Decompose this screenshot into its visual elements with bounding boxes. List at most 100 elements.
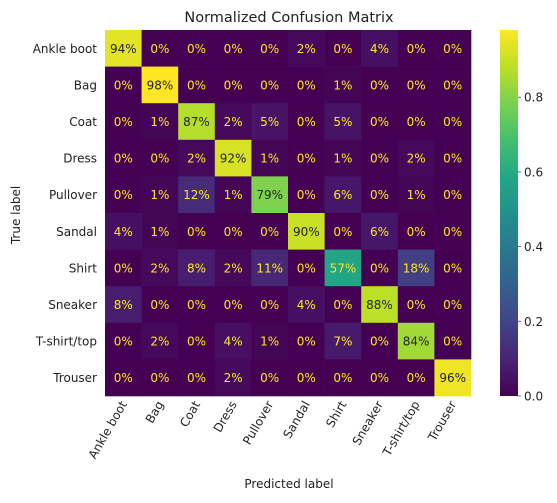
- cell-value-label: 2%: [224, 115, 243, 129]
- cell-value-label: 0%: [370, 152, 389, 166]
- chart-title: Normalized Confusion Matrix: [184, 10, 394, 26]
- cell-value-label: 0%: [370, 115, 389, 129]
- cell-value-label: 6%: [333, 188, 352, 202]
- cell-value-label: 0%: [114, 335, 133, 349]
- cell-value-label: 0%: [187, 371, 206, 385]
- cell-value-label: 0%: [114, 261, 133, 275]
- colorbar-tick-label: 0.6: [524, 165, 543, 179]
- cell-value-label: 1%: [333, 152, 352, 166]
- cell-value-label: 0%: [443, 42, 462, 56]
- cell-value-label: 8%: [114, 298, 133, 312]
- cell-value-label: 5%: [260, 115, 279, 129]
- cell-value-label: 2%: [297, 42, 316, 56]
- cell-value-label: 0%: [370, 188, 389, 202]
- cell-value-label: 0%: [224, 78, 243, 92]
- cell-value-label: 84%: [403, 335, 430, 349]
- cell-value-label: 4%: [370, 42, 389, 56]
- cell-value-label: 8%: [187, 261, 206, 275]
- cell-value-label: 0%: [150, 371, 169, 385]
- row-tick-label: Dress: [63, 152, 97, 166]
- cell-value-label: 0%: [407, 225, 426, 239]
- cell-value-label: 0%: [260, 225, 279, 239]
- cell-value-label: 5%: [333, 115, 352, 129]
- cell-value-label: 1%: [407, 188, 426, 202]
- cell-value-label: 0%: [187, 225, 206, 239]
- cell-value-label: 1%: [224, 188, 243, 202]
- cell-value-label: 1%: [260, 335, 279, 349]
- cell-value-label: 96%: [439, 371, 466, 385]
- cell-value-label: 98%: [147, 78, 174, 92]
- cell-value-label: 0%: [150, 298, 169, 312]
- cell-value-label: 0%: [297, 261, 316, 275]
- column-tick-label: Sandal: [280, 399, 313, 441]
- cell-value-label: 11%: [256, 261, 283, 275]
- cell-value-label: 0%: [114, 115, 133, 129]
- cell-value-label: 0%: [260, 298, 279, 312]
- cell-value-label: 0%: [407, 42, 426, 56]
- cell-value-label: 0%: [114, 188, 133, 202]
- row-tick-label: Ankle boot: [33, 42, 98, 56]
- cell-value-label: 0%: [297, 115, 316, 129]
- cell-value-label: 1%: [150, 188, 169, 202]
- x-axis-label: Predicted label: [244, 477, 333, 491]
- cell-value-label: 0%: [443, 225, 462, 239]
- cell-value-label: 92%: [220, 152, 247, 166]
- cell-value-label: 0%: [187, 298, 206, 312]
- cell-value-label: 0%: [114, 152, 133, 166]
- cell-value-label: 0%: [224, 225, 243, 239]
- cell-value-label: 1%: [150, 115, 169, 129]
- cell-value-label: 2%: [187, 152, 206, 166]
- row-tick-label: Sandal: [56, 225, 97, 239]
- row-tick-label: Coat: [69, 115, 97, 129]
- cell-value-label: 0%: [407, 371, 426, 385]
- row-tick-label: Sneaker: [48, 298, 97, 312]
- cell-value-label: 0%: [260, 78, 279, 92]
- row-tick-label: Trouser: [52, 371, 97, 385]
- cell-value-label: 0%: [370, 371, 389, 385]
- colorbar-tick-labels: 0.00.20.40.60.8: [518, 91, 543, 404]
- cell-value-label: 88%: [366, 298, 393, 312]
- cell-value-label: 2%: [150, 335, 169, 349]
- cell-value-label: 0%: [407, 115, 426, 129]
- cell-value-label: 0%: [407, 78, 426, 92]
- row-tick-label: T-shirt/top: [35, 335, 97, 349]
- colorbar-tick-label: 0.4: [524, 240, 543, 254]
- cell-value-label: 0%: [187, 335, 206, 349]
- cell-value-label: 1%: [333, 78, 352, 92]
- cell-value-label: 0%: [370, 261, 389, 275]
- row-tick-labels: Ankle boot Bag Coat Dress Pullover Sandal Shir…: [33, 42, 98, 385]
- cell-value-label: 2%: [150, 261, 169, 275]
- cell-value-label: 79%: [256, 188, 283, 202]
- cell-value-label: 1%: [260, 152, 279, 166]
- cell-value-label: 0%: [260, 371, 279, 385]
- cell-value-label: 2%: [224, 261, 243, 275]
- cell-value-label: 18%: [403, 261, 430, 275]
- row-tick-label: Bag: [74, 78, 97, 92]
- cell-value-label: 0%: [114, 371, 133, 385]
- cell-value-label: 4%: [114, 225, 133, 239]
- column-tick-labels: Ankle boot Bag Coat Dress Pullover Sandal Shir…: [86, 398, 460, 461]
- cell-value-label: 0%: [333, 42, 352, 56]
- cell-value-label: 2%: [224, 371, 243, 385]
- cell-value-label: 6%: [370, 225, 389, 239]
- colorbar-tick-label: 0.0: [524, 390, 543, 404]
- row-tick-label: Pullover: [49, 188, 97, 202]
- row-tick-label: Shirt: [69, 261, 97, 275]
- cell-value-label: 4%: [297, 298, 316, 312]
- cell-value-label: 0%: [150, 42, 169, 56]
- column-tick-label: Trouser: [425, 398, 460, 444]
- cell-value-label: 0%: [150, 152, 169, 166]
- cell-value-label: 0%: [297, 78, 316, 92]
- column-tick-label: Shirt: [323, 398, 349, 430]
- cell-value-label: 0%: [224, 42, 243, 56]
- column-tick-label: Ankle boot: [86, 398, 130, 461]
- cell-value-label: 0%: [443, 78, 462, 92]
- cell-value-label: 1%: [150, 225, 169, 239]
- cell-value-label: 0%: [297, 335, 316, 349]
- cell-value-label: 12%: [183, 188, 210, 202]
- cell-value-label: 0%: [297, 188, 316, 202]
- y-axis-label: True label: [9, 186, 23, 245]
- colorbar: [500, 30, 518, 396]
- cell-value-label: 0%: [187, 42, 206, 56]
